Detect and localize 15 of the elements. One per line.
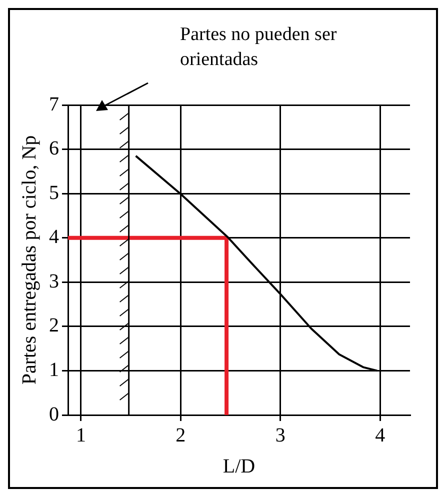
y-tick-label: 5 [49,182,59,204]
x-tick-label: 3 [275,424,286,446]
x-tick-label: 1 [76,424,86,446]
y-tick-label: 4 [49,226,59,248]
y-tick-label: 3 [49,270,59,292]
x-tick-label: 4 [375,424,386,446]
y-tick-label: 1 [49,358,59,381]
y-tick-label: 6 [49,138,59,160]
y-tick-label: 0 [49,403,59,426]
y-axis-title: Partes entregadas por ciclo, Np [18,135,40,385]
text: Partes no pueden ser orientadas [180,24,338,70]
y-tick-label: 7 [49,93,59,116]
x-axis-title: L/D [222,455,256,478]
x-tick-label: 2 [176,424,186,446]
y-tick-label: 2 [49,314,59,337]
